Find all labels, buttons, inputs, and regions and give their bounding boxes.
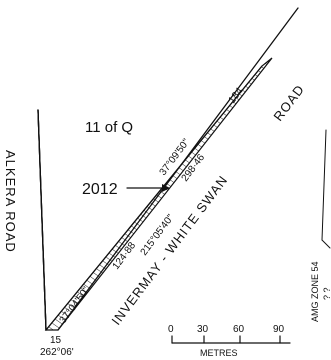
bearing-line-inner bbox=[45, 65, 263, 331]
corner-distance: 15 bbox=[50, 335, 62, 346]
scale-label-90: 90 bbox=[273, 324, 285, 335]
zone-cut-text: ? ? bbox=[322, 287, 331, 300]
scale-label-0: 0 bbox=[168, 324, 174, 335]
lot-label: 11 of Q bbox=[85, 119, 133, 136]
lot-boundary-diagonal bbox=[37, 109, 47, 331]
zone-line-lower bbox=[321, 239, 331, 249]
zone-marker: AMG ZONE 54 ? ? bbox=[310, 129, 331, 322]
zone-label: AMG ZONE 54 bbox=[310, 261, 320, 322]
scale-bar: 0 30 60 90 METRES bbox=[168, 324, 291, 358]
alkera-road-label: ALKERA ROAD bbox=[3, 150, 18, 253]
parcel-arrow-head bbox=[162, 184, 170, 192]
zone-line-upper bbox=[321, 129, 327, 241]
corner-bearing: 262°06' bbox=[40, 347, 74, 358]
scale-unit-label: METRES bbox=[200, 348, 238, 358]
scale-label-60: 60 bbox=[233, 324, 245, 335]
scale-label-30: 30 bbox=[197, 324, 209, 335]
parcel-label: 2012 bbox=[82, 181, 118, 198]
road-suffix-label: ROAD bbox=[270, 82, 307, 124]
bearing-lower-left: 37°04'50" bbox=[58, 285, 93, 326]
